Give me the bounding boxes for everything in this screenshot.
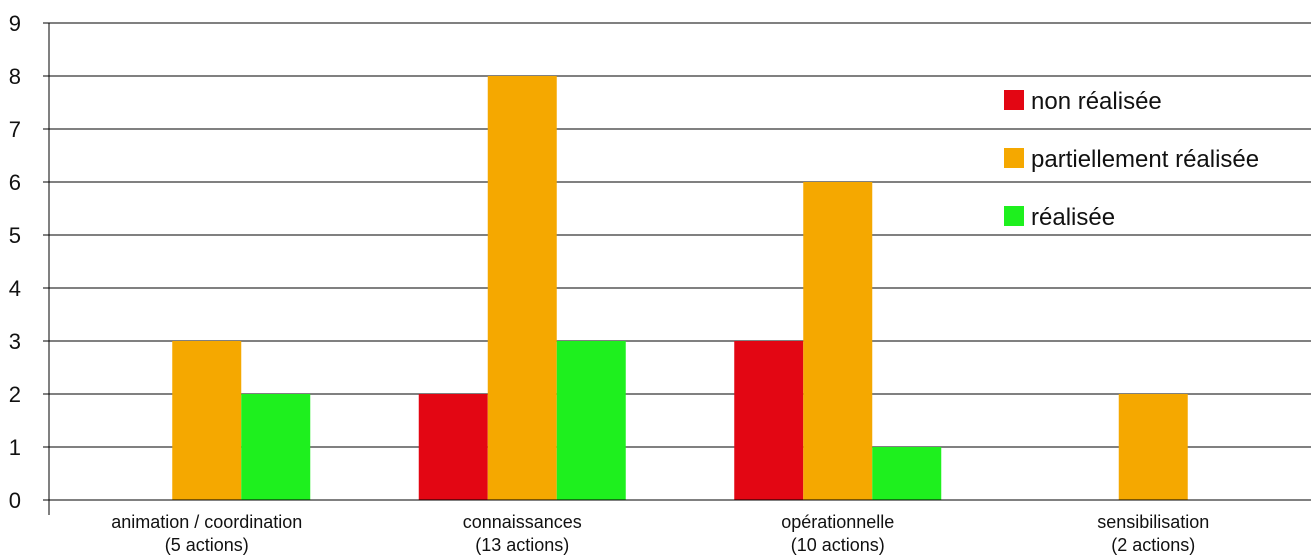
y-tick-labels: 0 1 2 3 4 5 6 7 8 9 <box>9 11 21 513</box>
bar-0-2 <box>241 394 311 500</box>
bar-0-1 <box>172 341 242 500</box>
y-tick-label-4: 4 <box>9 276 21 301</box>
x-category-label-0-1: (5 actions) <box>165 535 249 555</box>
bar-3-1 <box>1118 394 1188 500</box>
bar-2-0 <box>734 341 804 500</box>
x-category-labels: animation / coordination (5 actions) conna… <box>111 512 1209 555</box>
x-category-label-2-1: (10 actions) <box>791 535 885 555</box>
y-tick-label-1: 1 <box>9 435 21 460</box>
y-tick-label-3: 3 <box>9 329 21 354</box>
legend-swatch-0 <box>1004 90 1024 110</box>
legend-label-0: non réalisée <box>1031 88 1162 115</box>
legend: non réalisée partiellement réalisée réalis… <box>1004 88 1259 231</box>
legend-label-1: partiellement réalisée <box>1031 146 1259 173</box>
x-category-label-2-0: opérationnelle <box>781 512 894 532</box>
y-tick-label-7: 7 <box>9 117 21 142</box>
axes <box>43 22 1311 515</box>
legend-label-2: réalisée <box>1031 204 1115 231</box>
x-category-label-0-0: animation / coordination <box>111 512 302 532</box>
x-category-label-3-0: sensibilisation <box>1097 512 1209 532</box>
x-category-label-3-1: (2 actions) <box>1111 535 1195 555</box>
bars <box>172 76 1188 500</box>
bar-2-1 <box>803 182 873 500</box>
bar-1-2 <box>556 341 626 500</box>
bar-1-0 <box>418 394 488 500</box>
y-tick-label-0: 0 <box>9 488 21 513</box>
y-tick-label-9: 9 <box>9 11 21 36</box>
legend-swatch-2 <box>1004 206 1024 226</box>
y-tick-label-5: 5 <box>9 223 21 248</box>
x-category-label-1-0: connaissances <box>463 512 582 532</box>
legend-swatch-1 <box>1004 148 1024 168</box>
y-tick-label-6: 6 <box>9 170 21 195</box>
bar-1-1 <box>487 76 557 500</box>
y-tick-label-2: 2 <box>9 382 21 407</box>
y-tick-label-8: 8 <box>9 64 21 89</box>
bar-2-2 <box>872 447 942 500</box>
x-category-label-1-1: (13 actions) <box>475 535 569 555</box>
